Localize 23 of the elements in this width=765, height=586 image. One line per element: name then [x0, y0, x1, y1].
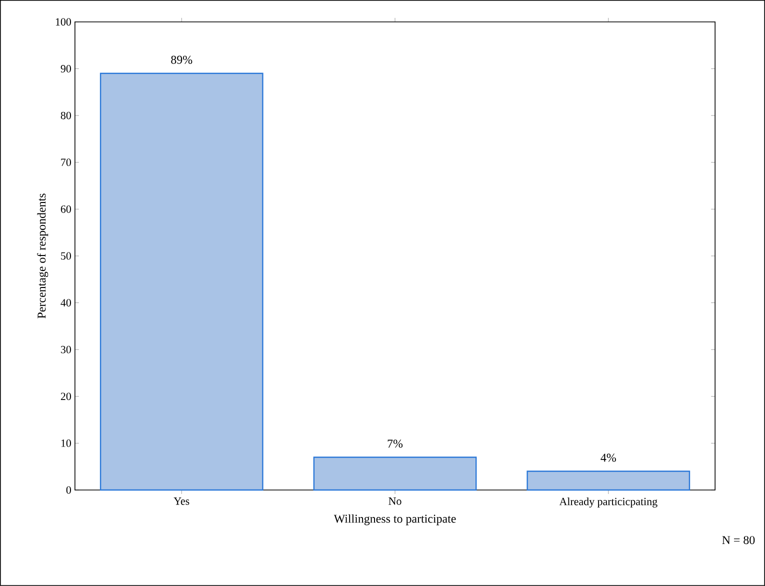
x-tick-label: Already particicpating [559, 498, 658, 508]
y-tick-label: 30 [60, 346, 71, 354]
y-tick-label: 60 [60, 205, 71, 213]
y-tick-label: 0 [66, 486, 71, 494]
data-label: 4% [600, 454, 616, 462]
y-tick-label: 10 [61, 440, 71, 447]
y-tick-label: 80 [60, 112, 71, 120]
x-tick-label: No [388, 498, 402, 505]
x-tick-label: Yes [174, 498, 190, 505]
bar [526, 470, 690, 491]
x-axis-title: Willingness to participate [334, 514, 456, 526]
y-tick-label: 100 [56, 18, 71, 26]
y-tick-label: 20 [60, 392, 71, 400]
y-tick-label: 90 [60, 65, 71, 72]
bar [100, 72, 264, 491]
data-label: 7% [388, 440, 403, 448]
y-tick-label: 50 [61, 252, 71, 260]
data-label: 89% [171, 56, 192, 64]
y-axis-title: Percentage of respondents [37, 194, 48, 318]
text: N = 80 [722, 536, 755, 544]
y-tick-label: 40 [60, 299, 71, 306]
bar [313, 456, 477, 491]
y-tick-label: 70 [61, 158, 71, 166]
